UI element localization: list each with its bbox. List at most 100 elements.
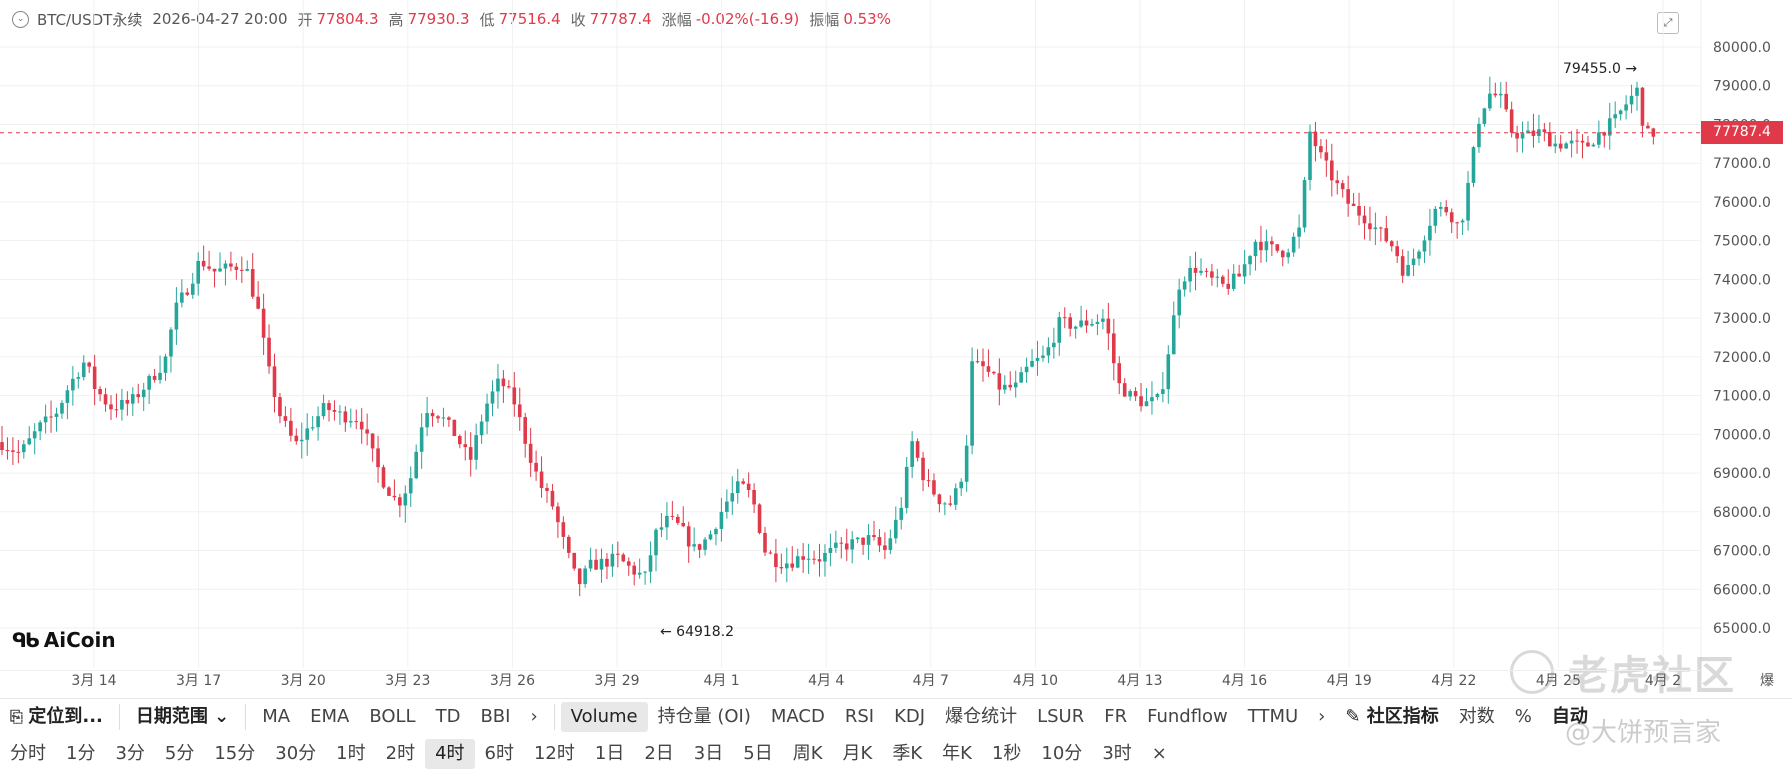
time-tick-label: 4月 7	[913, 673, 949, 689]
candle-body	[1106, 318, 1111, 334]
candle-body	[844, 543, 849, 550]
candle-body	[953, 488, 958, 505]
candle-body	[496, 378, 500, 392]
chevron-right-icon[interactable]: ›	[1318, 706, 1326, 727]
interval-1[interactable]: 1分	[66, 742, 96, 764]
candle-body	[1607, 118, 1612, 136]
indicator-volume[interactable]: Volume	[560, 702, 648, 732]
candle-body	[970, 361, 974, 446]
candle-body	[267, 337, 271, 367]
candle-body	[468, 447, 473, 460]
indicator-liquidation[interactable]: 爆仓统计	[945, 706, 1018, 727]
indicator-fr[interactable]: FR	[1104, 706, 1128, 727]
indicator-rsi[interactable]: RSI	[844, 706, 875, 727]
interval-15[interactable]: 周K	[792, 742, 823, 764]
candle-body	[365, 429, 369, 434]
indicator-td[interactable]: TD	[435, 706, 461, 727]
date-range-button[interactable]: 日期范围 ⌄	[135, 706, 230, 727]
candle-body	[1231, 273, 1236, 289]
candle-body	[1384, 228, 1389, 242]
candle-body	[1117, 363, 1122, 384]
interval-10[interactable]: 12时	[533, 742, 575, 764]
indicator-macd[interactable]: MACD	[770, 706, 825, 727]
candles	[0, 76, 1656, 597]
log-scale-button[interactable]: 对数	[1458, 706, 1495, 727]
candle-body	[577, 568, 582, 585]
auto-scale-button[interactable]: 自动	[1551, 706, 1588, 727]
fullscreen-icon[interactable]: ⤢	[1657, 12, 1679, 34]
candle-body	[403, 493, 408, 506]
interval-17[interactable]: 季K	[892, 742, 923, 764]
community-indicator-button[interactable]: ✎ 社区指标	[1345, 706, 1439, 727]
interval-20[interactable]: 10分	[1041, 742, 1083, 764]
candle-body	[141, 389, 146, 398]
interval-18[interactable]: 年K	[942, 742, 972, 764]
candle-body	[1275, 244, 1280, 251]
indicator-kdj[interactable]: KDJ	[894, 706, 926, 727]
candle-body	[321, 403, 326, 417]
candle-body	[561, 522, 566, 537]
candle-body	[501, 378, 506, 387]
axis-right-label: 爆	[1760, 673, 1774, 689]
interval-4[interactable]: 15分	[214, 742, 256, 764]
interval-7[interactable]: 2时	[385, 742, 416, 764]
interval-19[interactable]: 1秒	[991, 742, 1022, 764]
interval-11[interactable]: 1日	[594, 742, 625, 764]
indicator-bbi[interactable]: BBI	[480, 706, 511, 727]
candle-body	[1259, 241, 1263, 251]
interval-13[interactable]: 3日	[693, 742, 724, 764]
interval-2[interactable]: 3分	[115, 742, 145, 764]
indicator-ema[interactable]: EMA	[310, 706, 350, 727]
chevron-right-icon[interactable]: ›	[530, 706, 538, 727]
candle-body	[327, 403, 331, 411]
candle-body	[659, 527, 664, 530]
candle-body	[1597, 132, 1601, 145]
interval-21[interactable]: 3时	[1102, 742, 1132, 764]
candle-body	[332, 410, 337, 412]
price-tick-label: 68000.0	[1713, 505, 1771, 521]
candle-body	[370, 433, 375, 449]
candle-body	[1455, 222, 1459, 224]
candle-body	[806, 558, 811, 560]
amplitude-value: 0.53%	[843, 10, 891, 28]
interval-9[interactable]: 6时	[484, 742, 514, 764]
locate-button[interactable]: ⎘ 定位到...	[10, 706, 103, 727]
candle-body	[904, 466, 909, 508]
indicator-lsur[interactable]: LSUR	[1037, 706, 1085, 727]
candle-body	[338, 411, 342, 413]
close-label: 收	[570, 10, 586, 29]
close-icon[interactable]: ×	[1151, 742, 1167, 764]
interval-6[interactable]: 1时	[336, 742, 366, 764]
interval-14[interactable]: 5日	[743, 742, 773, 764]
candle-body	[1558, 143, 1563, 149]
candle-body	[0, 442, 4, 451]
interval-5[interactable]: 30分	[275, 742, 317, 764]
interval-12[interactable]: 2日	[644, 742, 674, 764]
candle-body	[1182, 281, 1187, 290]
candle-body	[621, 554, 626, 562]
indicator-ma[interactable]: MA	[262, 706, 291, 727]
interval-0[interactable]: 分时	[10, 742, 46, 764]
indicator-fundflow[interactable]: Fundflow	[1147, 706, 1228, 727]
candle-body	[1008, 384, 1013, 388]
interval-8[interactable]: 4时	[425, 738, 475, 769]
indicator-oi[interactable]: 持仓量 (OI)	[657, 706, 751, 727]
collapse-icon[interactable]: ⌄	[12, 10, 29, 28]
candle-body	[1046, 347, 1051, 356]
candle-body	[261, 308, 266, 338]
interval-16[interactable]: 月K	[842, 742, 873, 764]
candle-body	[1635, 87, 1639, 96]
candlestick-chart[interactable]: 80000.079000.078000.077000.076000.075000…	[0, 0, 1792, 700]
candle-body	[27, 438, 32, 445]
interval-3[interactable]: 5分	[164, 742, 195, 764]
time-tick-label: 3月 17	[176, 673, 221, 689]
indicator-boll[interactable]: BOLL	[369, 706, 416, 727]
candle-body	[1548, 131, 1552, 147]
candle-body	[861, 537, 865, 545]
candle-body	[534, 462, 538, 472]
percent-scale-button[interactable]: %	[1514, 706, 1532, 727]
indicator-ttmu[interactable]: TTMU	[1247, 706, 1299, 727]
time-tick-label: 4月 16	[1222, 673, 1267, 689]
candle-body	[1291, 236, 1296, 253]
candle-body	[1013, 382, 1018, 388]
